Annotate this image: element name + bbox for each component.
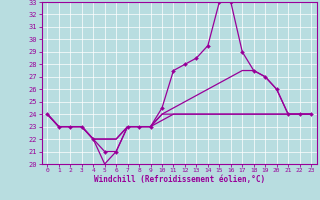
X-axis label: Windchill (Refroidissement éolien,°C): Windchill (Refroidissement éolien,°C): [94, 175, 265, 184]
